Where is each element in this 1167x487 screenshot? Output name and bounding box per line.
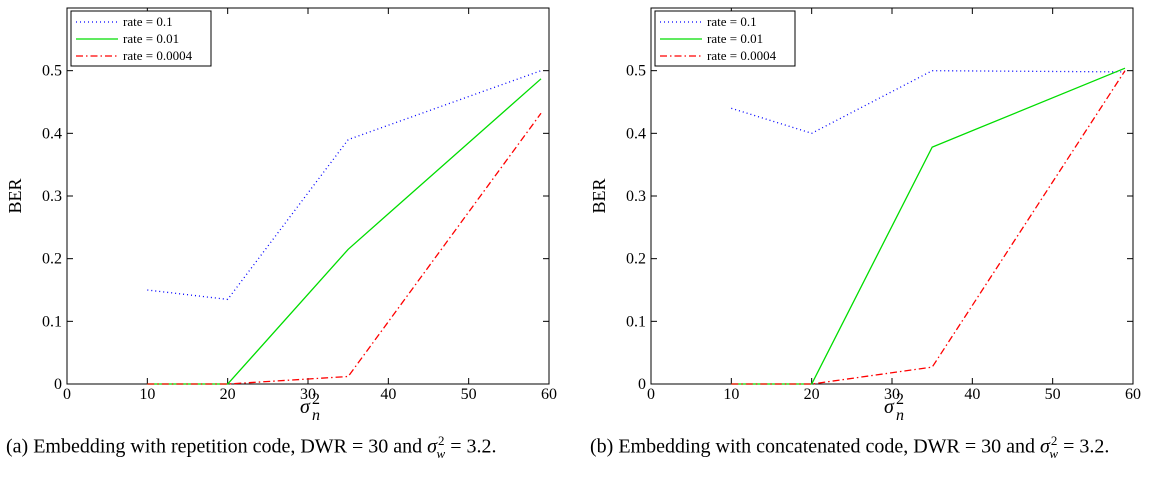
y-tick-label: 0.5: [626, 63, 646, 80]
y-tick-label: 0.4: [42, 125, 62, 142]
caption-b-sigma: σ: [1040, 435, 1050, 458]
x-axis-label-sup: 2: [896, 391, 904, 408]
series-line-3: [731, 70, 1126, 385]
series-line-1: [147, 70, 542, 301]
x-tick-label: 50: [461, 386, 477, 403]
y-tick-label: 0.4: [626, 125, 646, 142]
y-tick-label: 0.1: [626, 313, 646, 330]
x-tick-label: 10: [723, 386, 739, 403]
x-tick-label: 60: [1125, 386, 1141, 403]
x-axis-label: σ 2n: [300, 391, 320, 424]
chart-panel-b: 0 10 20 30 40 50 60 0 0.1 0.2 0.3 0.4 0.5 BER σ 2 n rate …: [584, 0, 1167, 487]
x-tick-label: 50: [1045, 386, 1061, 403]
caption-a-sigma: σ: [427, 435, 438, 458]
legend-label-1: rate = 0.1: [123, 14, 173, 29]
x-axis-label-sigma: σ: [300, 396, 311, 418]
y-tick-label: 0: [638, 376, 646, 393]
x-tick-label: 20: [804, 386, 820, 403]
y-tick-label: 0.1: [42, 313, 62, 330]
x-tick-label: 30: [884, 386, 900, 403]
x-axis-label-sup: 2: [312, 391, 320, 408]
x-axis-label: σ 2n: [884, 391, 904, 424]
x-tick-label: 30: [300, 386, 316, 403]
series-line-3: [147, 112, 542, 385]
series-line-1: [731, 70, 1126, 135]
x-axis-label-sub: n: [896, 407, 904, 424]
legend-label-1: rate = 0.1: [707, 14, 757, 29]
caption-b-sup: 2: [1050, 433, 1058, 448]
x-tick-label: 0: [647, 386, 655, 403]
x-tick-label: 60: [541, 386, 557, 403]
caption-a: (a) Embedding with repetition code, DWR …: [6, 428, 572, 467]
legend-label-3: rate = 0.0004: [123, 48, 193, 63]
legend-box: [70, 10, 212, 67]
y-tick-label: 0.5: [42, 63, 62, 80]
y-tick-label: 0.3: [42, 188, 62, 205]
y-tick-label: 0.2: [42, 251, 62, 268]
legend-label-3: rate = 0.0004: [707, 48, 777, 63]
legend: rate = 0.1 rate = 0.01 rate = 0.0004: [70, 10, 212, 67]
caption-b-prefix: (b) Embedding with concatenated code, DW…: [590, 435, 1041, 458]
x-tick-label: 40: [380, 386, 396, 403]
legend-label-2: rate = 0.01: [123, 31, 179, 46]
x-tick-label: 40: [964, 386, 980, 403]
legend-label-2: rate = 0.01: [707, 31, 763, 46]
chart-b: 0 10 20 30 40 50 60 0 0.1 0.2 0.3 0.4 0.5 BER σ 2n rate …: [589, 7, 1141, 424]
caption-a-prefix: (a) Embedding with repetition code, DWR …: [6, 435, 428, 458]
caption-a-suffix: = 3.2.: [445, 435, 497, 458]
y-tick-label: 0.2: [626, 251, 646, 268]
y-tick-label: 0.3: [626, 188, 646, 205]
y-tick-label: 0: [54, 376, 62, 393]
legend: rate = 0.1 rate = 0.01 rate = 0.0004: [654, 10, 796, 67]
caption-a-sup: 2: [438, 433, 445, 448]
caption-b-suffix: = 3.2.: [1058, 435, 1110, 458]
x-axis-label-sub: n: [312, 407, 320, 424]
x-tick-label: 10: [139, 386, 155, 403]
caption-b: (b) Embedding with concatenated code, DW…: [590, 428, 1156, 467]
y-axis-label: BER: [589, 178, 609, 213]
chart-panel-a: 0 10 20 30 40 50 60 0 0.1 0.2 0.3 0.4 0.5 BER σ 2 n rate …: [0, 0, 583, 487]
x-tick-label: 0: [63, 386, 71, 403]
plot-area-frame: [66, 7, 550, 385]
x-tick-label: 20: [220, 386, 236, 403]
caption-a-sub: w: [436, 445, 446, 461]
y-axis-label: BER: [5, 178, 25, 213]
chart-a: 0 10 20 30 40 50 60 0 0.1 0.2 0.3 0.4 0.5 BER σ 2n rate …: [5, 7, 557, 424]
plot-area-frame: [650, 7, 1134, 385]
caption-b-sub: w: [1049, 445, 1059, 461]
x-axis-label-sigma: σ: [884, 396, 895, 418]
